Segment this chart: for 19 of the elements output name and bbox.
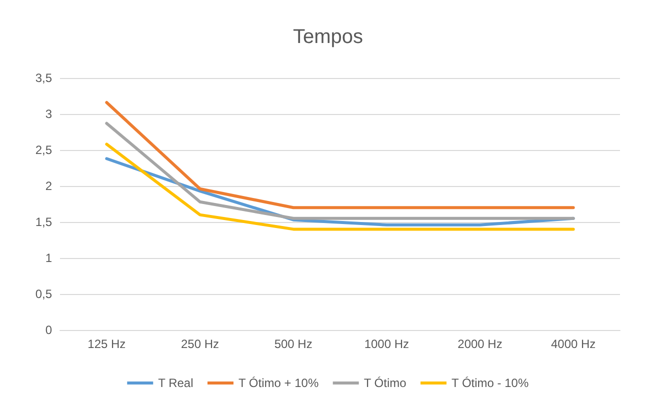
x-tick-label: 2000 Hz	[458, 337, 502, 351]
legend-label: T Ótimo - 10%	[452, 376, 529, 390]
y-tick-label: 3	[45, 107, 52, 121]
y-tick-label: 1,5	[35, 215, 52, 229]
x-tick-label: 500 Hz	[274, 337, 312, 351]
x-tick-label: 125 Hz	[88, 337, 126, 351]
y-tick-label: 0,5	[35, 287, 52, 301]
y-tick-label: 1	[45, 251, 52, 265]
x-tick-label: 4000 Hz	[550, 337, 596, 351]
y-tick-label: 2,5	[35, 143, 52, 157]
x-tick-label: 250 Hz	[180, 337, 220, 351]
legend-label: T Ótimo + 10%	[238, 376, 319, 390]
legend-label: T Ótimo	[364, 376, 407, 390]
y-tick-label: 0	[45, 323, 52, 337]
x-tick-label: 1000 Hz	[364, 337, 410, 351]
y-tick-label: 2	[45, 179, 52, 193]
y-tick-label: 3,5	[35, 71, 52, 85]
legend-label: T Real	[158, 376, 194, 390]
chart-title: Tempos	[292, 26, 364, 48]
